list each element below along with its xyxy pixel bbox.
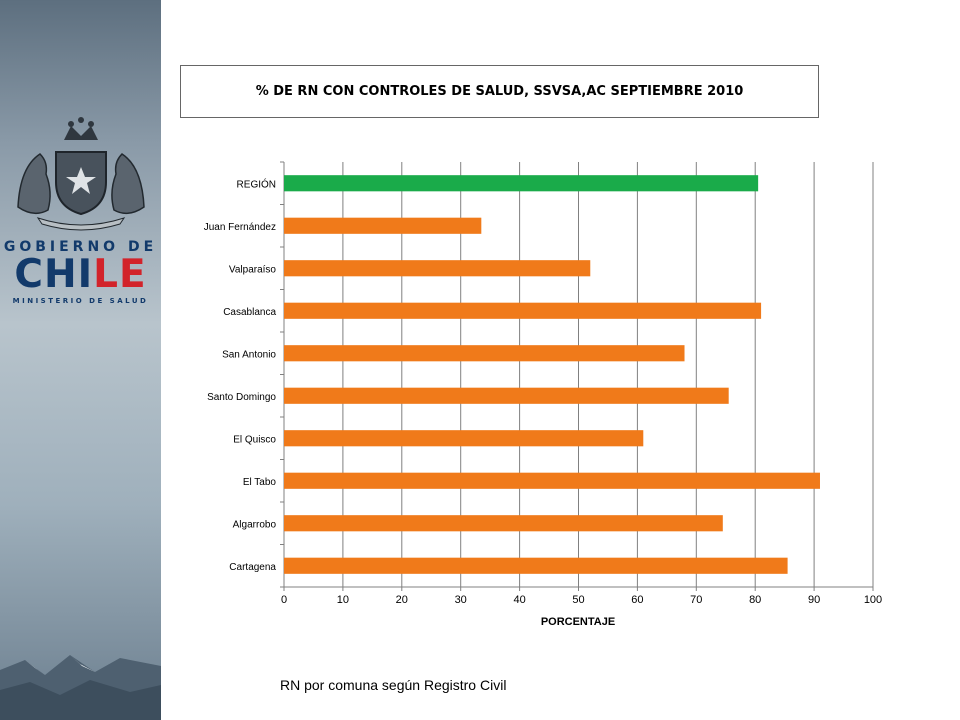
y-category-label: El Tabo [243,477,277,488]
x-tick-label: 60 [631,594,643,606]
bar [284,260,591,277]
y-category-label: Algarrobo [233,519,277,530]
government-label: GOBIERNO DE [3,239,158,255]
chile-logo-part2: LE [93,252,147,297]
chart-title-box: % DE RN CON CONTROLES DE SALUD, SSVSA,AC… [180,65,819,118]
bar [284,175,759,192]
x-tick-label: 20 [396,594,408,606]
x-tick-label: 0 [281,594,287,606]
footnote: RN por comuna según Registro Civil [280,677,507,693]
y-category-label: El Quisco [233,434,276,445]
x-tick-label: 80 [749,594,761,606]
y-category-label: Santo Domingo [207,392,276,403]
sidebar-panel: GOBIERNO DE CHILE MINISTERIO DE SALUD [0,0,161,720]
bar-chart: 0 10 20 30 40 50 60 70 80 90 100 REGIÓN Juan Fernánd… [204,161,882,628]
bar [284,557,788,574]
bar [284,515,723,532]
x-tick-label: 10 [337,594,349,606]
x-tick-label: 30 [455,594,467,606]
y-category-label: San Antonio [222,349,276,360]
x-axis-label: PORCENTAJE [541,616,615,628]
y-category-label: Casablanca [223,307,276,318]
ministry-label: MINISTERIO DE SALUD [12,297,149,305]
bar [284,345,685,362]
x-tick-label: 70 [690,594,702,606]
y-category-label: REGIÓN [237,177,276,190]
mountain-decoration [0,655,161,720]
coat-of-arms-icon [17,117,145,231]
x-tick-label: 100 [864,594,882,606]
y-category-label: Juan Fernández [204,222,276,233]
x-tick-label: 90 [808,594,820,606]
bar [284,387,729,404]
chart-title: % DE RN CON CONTROLES DE SALUD, SSVSA,AC… [255,84,744,99]
bar [284,302,762,319]
chile-logo-text: CHILE [0,252,161,298]
bar [284,217,482,234]
bar [284,472,820,489]
y-category-label: Valparaíso [229,264,277,275]
x-tick-label: 40 [513,594,525,606]
x-tick-label: 50 [572,594,584,606]
bar [284,430,644,447]
y-category-label: Cartagena [229,562,276,573]
chile-logo-part1: CHI [14,252,94,297]
